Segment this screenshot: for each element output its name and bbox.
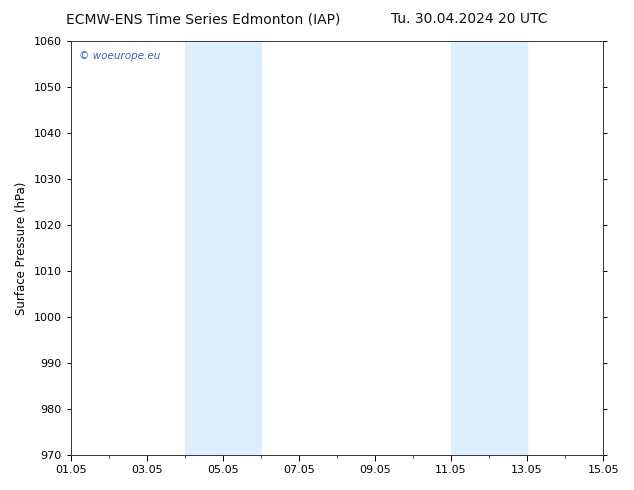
Text: ECMW-ENS Time Series Edmonton (IAP): ECMW-ENS Time Series Edmonton (IAP) xyxy=(66,12,340,26)
Text: Tu. 30.04.2024 20 UTC: Tu. 30.04.2024 20 UTC xyxy=(391,12,547,26)
Y-axis label: Surface Pressure (hPa): Surface Pressure (hPa) xyxy=(15,181,28,315)
Text: © woeurope.eu: © woeurope.eu xyxy=(79,51,160,61)
Bar xyxy=(185,41,261,455)
Bar xyxy=(451,41,527,455)
